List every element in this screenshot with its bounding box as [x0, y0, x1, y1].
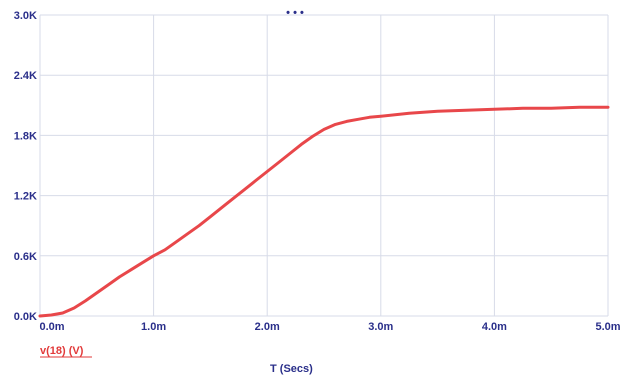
x-tick-label: 0.0m — [39, 321, 64, 333]
grid — [39, 14, 609, 317]
y-tick-label: 0.0K — [14, 311, 37, 323]
y-tick-label: 2.4K — [14, 70, 37, 82]
x-tick-label: 4.0m — [482, 321, 507, 333]
series-lines — [38, 105, 610, 318]
x-tick-label: 5.0m — [595, 321, 620, 333]
y-tick-label: 0.6K — [14, 251, 37, 263]
y-tick-label: 3.0K — [14, 10, 37, 22]
x-tick-label: 2.0m — [255, 321, 280, 333]
y-tick-label: 1.2K — [14, 191, 37, 203]
series-line — [38, 105, 610, 318]
header-marks: • • • — [286, 7, 304, 19]
tick-labels: 0.0m 1.0m 2.0m 3.0m 4.0m 5.0m 0.0K 0.6K 1.2K 1.8K… — [14, 10, 621, 333]
legend-label: v(18) (V) — [40, 345, 84, 357]
y-tick-label: 1.8K — [14, 130, 37, 142]
x-axis-title: T (Secs) — [270, 363, 313, 375]
x-tick-label: 3.0m — [368, 321, 393, 333]
x-tick-label: 1.0m — [141, 321, 166, 333]
